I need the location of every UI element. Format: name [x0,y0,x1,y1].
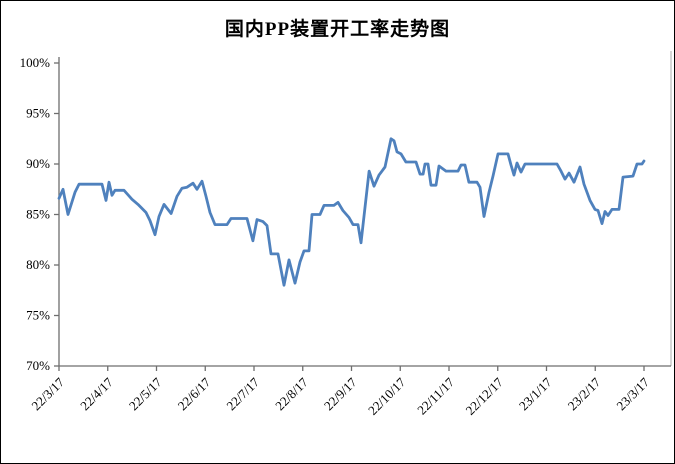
y-tick-label: 100% [20,55,51,70]
x-tick-label: 22/12/17 [463,374,507,418]
y-tick-label: 85% [26,207,50,222]
y-tick-label: 95% [26,106,50,121]
x-tick-label: 22/3/17 [28,374,67,413]
x-tick-label: 23/2/17 [565,374,604,413]
x-tick-label: 22/9/17 [321,374,360,413]
x-tick-label: 22/8/17 [272,374,311,413]
y-tick-label: 80% [26,257,50,272]
chart-title: 国内PP装置开工率走势图 [224,19,451,40]
x-tick-label: 22/10/17 [365,374,409,418]
x-tick-label: 23/1/17 [516,374,555,413]
x-tick-label: 23/3/17 [613,374,652,413]
x-tick-label: 22/5/17 [126,374,165,413]
x-tick-label: 22/11/17 [414,374,457,417]
x-tick-label: 22/7/17 [223,374,262,413]
trend-line [57,137,646,287]
x-tick-label: 22/6/17 [175,374,214,413]
y-tick-label: 70% [26,358,50,373]
x-tick-label: 22/4/17 [77,374,116,413]
y-tick-label: 75% [26,308,50,323]
y-tick-label: 90% [26,156,50,171]
